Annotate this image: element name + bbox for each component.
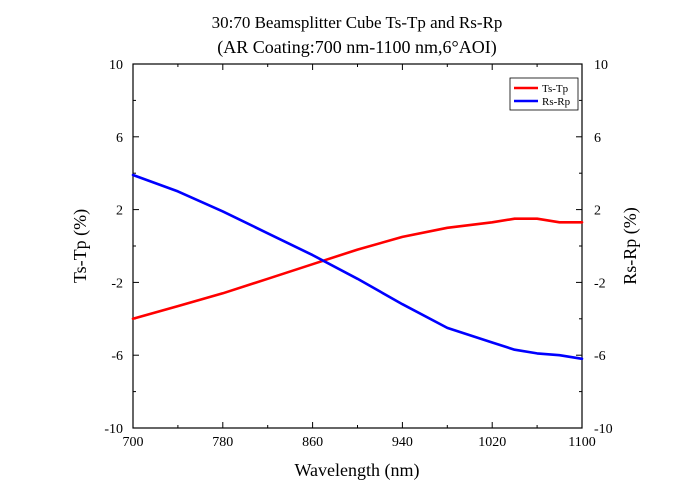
plot-frame [132, 63, 583, 429]
y-tick-label-right: 10 [594, 58, 608, 73]
y-tick-label-right: -6 [594, 349, 606, 364]
y-axis-label-left: Ts-Tp (%) [70, 209, 91, 283]
y-tick-label-right: 6 [594, 131, 601, 146]
y-tick-label-right: -10 [594, 422, 613, 437]
y-axis-label-right: Rs-Rp (%) [620, 207, 641, 285]
x-tick-label: 700 [123, 435, 144, 450]
legend-box [509, 77, 579, 111]
y-tick-label-right: -2 [594, 276, 606, 291]
x-tick-label: 940 [392, 435, 413, 450]
series-layer [131, 173, 584, 361]
y-tick-label-right: 2 [594, 204, 601, 219]
x-tick-label: 1020 [478, 435, 506, 450]
y-tick-label-left: -6 [111, 349, 123, 364]
chart-title: 30:70 Beamsplitter Cube Ts-Tp and Rs-Rp [212, 13, 503, 32]
x-tick-label: 1100 [568, 435, 595, 450]
series-line-rs-rp [131, 173, 584, 361]
y-tick-label-left: 10 [109, 58, 123, 73]
x-tick-label: 780 [212, 435, 233, 450]
x-tick-label: 860 [302, 435, 323, 450]
x-axis-label: Wavelength (nm) [294, 460, 419, 481]
y-tick-label-left: 6 [116, 131, 123, 146]
y-tick-label-left: 2 [116, 204, 123, 219]
series-line-ts-tp [131, 217, 584, 321]
legend-label: Ts-Tp [542, 83, 569, 95]
axis-ticks: 700 780 860 940 1020 1100 10 10 6 6 2 2 -2 -2 -6 -6 -10 -… [104, 58, 612, 450]
plot-area [132, 63, 583, 429]
y-tick-label-left: -10 [104, 422, 123, 437]
legend-label: Rs-Rp [542, 96, 571, 108]
chart-subtitle: (AR Coating:700 nm-1100 nm,6°AOI) [217, 37, 497, 58]
y-tick-label-left: -2 [111, 276, 123, 291]
